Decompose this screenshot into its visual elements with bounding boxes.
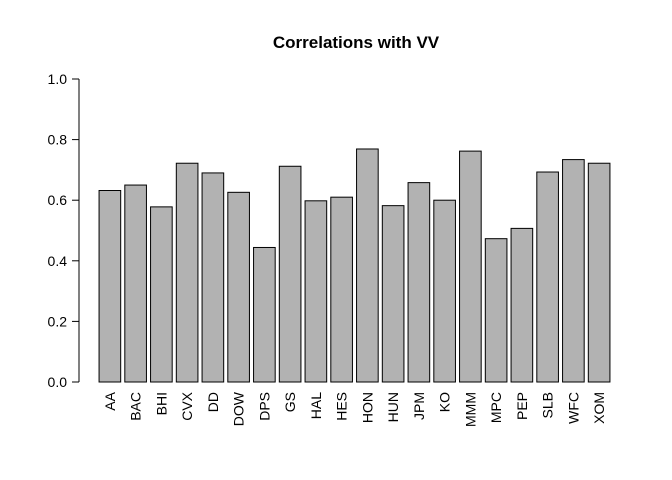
bar-dow xyxy=(227,191,250,383)
bar-mpc xyxy=(484,238,508,383)
bar-gs xyxy=(278,165,302,383)
x-tick-label-xom: XOM xyxy=(591,392,607,424)
x-tick-label-dow: DOW xyxy=(231,391,247,426)
x-axis-labels: AA BAC BHI CVX DD DOW DPS GS HAL HES HON HUN JPM KO MM… xyxy=(102,391,607,427)
x-tick-label-hal: HAL xyxy=(308,392,324,419)
bar-bhi xyxy=(150,206,173,383)
bar-mmm xyxy=(459,150,482,383)
bar-hal xyxy=(304,200,328,383)
y-axis: 0.0 0.2 0.4 0.6 0.8 1.0 xyxy=(48,71,80,390)
chart-title: Correlations with VV xyxy=(273,33,440,52)
bar-aa xyxy=(98,190,122,383)
y-tick-label: 0.8 xyxy=(48,132,68,148)
bar-pep xyxy=(510,227,534,383)
bars-group xyxy=(98,148,611,383)
y-tick-label: 0.0 xyxy=(48,374,68,390)
x-tick-label-ko: KO xyxy=(437,392,453,412)
bar-jpm xyxy=(407,182,431,383)
bar-dps xyxy=(253,246,276,383)
bar-slb xyxy=(536,171,559,383)
x-tick-label-mpc: MPC xyxy=(488,392,504,423)
x-tick-label-hun: HUN xyxy=(385,392,401,422)
bar-hun xyxy=(381,205,405,383)
x-tick-label-dd: DD xyxy=(205,392,221,412)
x-tick-label-pep: PEP xyxy=(514,392,530,420)
x-tick-label-bac: BAC xyxy=(128,392,144,421)
bar-dd xyxy=(201,172,225,383)
bar-hes xyxy=(330,196,353,383)
x-tick-label-dps: DPS xyxy=(256,392,272,421)
bar-bac xyxy=(124,184,147,383)
x-tick-label-mmm: MMM xyxy=(462,392,478,427)
bar-cvx xyxy=(175,162,199,383)
x-tick-label-jpm: JPM xyxy=(411,392,427,420)
x-tick-label-aa: AA xyxy=(102,391,118,410)
bar-xom xyxy=(587,162,611,383)
x-tick-label-hon: HON xyxy=(359,392,375,423)
bar-ko xyxy=(433,199,456,383)
bar-wfc xyxy=(562,159,585,383)
x-tick-label-hes: HES xyxy=(334,392,350,421)
y-tick-label: 0.2 xyxy=(48,313,68,329)
y-tick-label: 1.0 xyxy=(48,71,68,87)
y-tick-label: 0.4 xyxy=(48,253,68,269)
x-tick-label-bhi: BHI xyxy=(153,392,169,415)
y-tick-label: 0.6 xyxy=(48,192,68,208)
bar-hon xyxy=(356,148,379,383)
x-tick-label-cvx: CVX xyxy=(179,391,195,420)
x-tick-label-slb: SLB xyxy=(540,392,556,418)
x-tick-label-gs: GS xyxy=(282,392,298,412)
x-tick-label-wfc: WFC xyxy=(565,392,581,424)
